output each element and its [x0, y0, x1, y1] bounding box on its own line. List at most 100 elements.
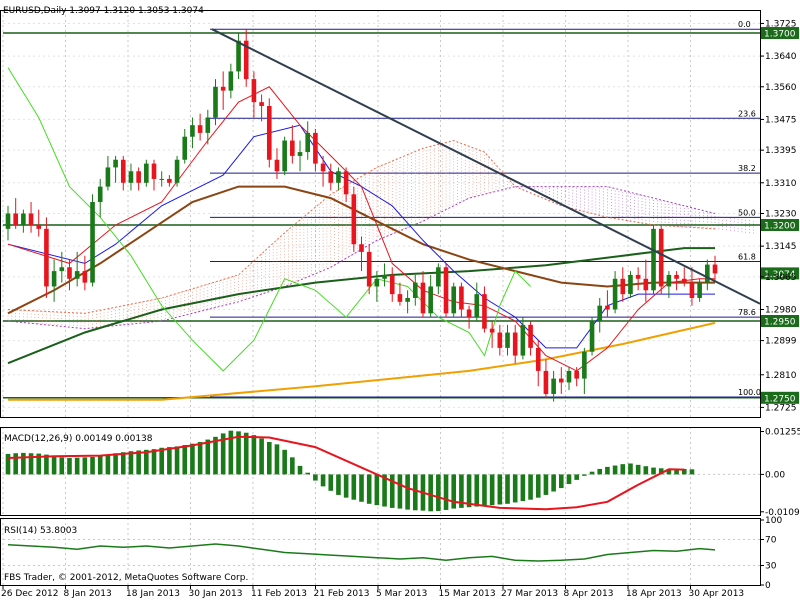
macd-bar — [321, 474, 326, 486]
rsi-title: RSI(14) 53.8003 — [4, 526, 77, 536]
candle-body — [52, 271, 57, 286]
fib-label: 50.0 — [738, 208, 756, 217]
candle-body — [398, 294, 403, 302]
macd-bar — [175, 446, 180, 474]
candle-body — [382, 275, 387, 279]
x-tick-label: 11 Feb 2013 — [251, 589, 307, 599]
fib-label: 38.2 — [738, 164, 756, 173]
candle-body — [106, 167, 111, 186]
candle-body — [75, 271, 80, 279]
y-tick-label: 1.2980 — [765, 305, 797, 315]
candle-body — [474, 294, 479, 317]
candle-body — [513, 333, 518, 356]
macd-y-tick-label: 0.00 — [765, 470, 785, 480]
macd-bar — [244, 433, 249, 475]
candle-body — [697, 283, 702, 298]
macd-bar — [328, 474, 333, 490]
y-tick-label: 1.2899 — [765, 337, 797, 347]
macd-bar — [628, 463, 633, 474]
macd-bar — [513, 474, 518, 502]
candle-body — [198, 125, 203, 133]
x-tick-label: 15 Mar 2013 — [439, 589, 496, 599]
x-tick-label: 18 Apr 2013 — [626, 589, 682, 599]
x-tick-label: 26 Dec 2012 — [1, 589, 59, 599]
candle-body — [713, 265, 718, 274]
candle-body — [175, 160, 180, 183]
candle-body — [544, 371, 549, 394]
candle-body — [705, 265, 710, 283]
macd-bar — [490, 474, 495, 505]
candle-body — [582, 352, 587, 379]
y-tick-label: 1.3310 — [765, 179, 797, 189]
macd-bar — [375, 474, 380, 505]
candle-body — [259, 102, 264, 106]
candle-body — [205, 118, 210, 133]
macd-bar — [690, 469, 695, 474]
rsi-y-tick-label: 100 — [765, 516, 782, 526]
macd-bar — [90, 457, 95, 474]
candle-body — [36, 225, 41, 229]
macd-bar — [620, 464, 625, 474]
y-tick-label: 1.3230 — [765, 210, 797, 220]
candle-body — [428, 286, 433, 313]
candle-body — [167, 179, 172, 183]
macd-bar — [444, 474, 449, 510]
macd-bar — [605, 467, 610, 475]
x-tick-label: 5 Mar 2013 — [376, 589, 427, 599]
y-tick-label: 1.3065 — [765, 273, 797, 283]
y-tick-label: 1.3475 — [765, 115, 797, 125]
macd-bar — [67, 458, 72, 474]
y-tick-label: 1.3725 — [765, 19, 797, 29]
macd-bar — [113, 453, 118, 474]
macd-bar — [83, 457, 88, 474]
macd-bar — [52, 457, 57, 475]
macd-bar — [129, 451, 134, 474]
macd-bar — [336, 474, 341, 495]
candle-body — [13, 214, 18, 226]
rsi-y-tick-label: 30 — [765, 562, 777, 572]
candle-body — [651, 229, 656, 290]
candle-body — [328, 171, 333, 183]
candle-body — [121, 160, 126, 183]
macd-bar — [213, 437, 218, 475]
moving-average-line — [8, 323, 715, 400]
candle-body — [659, 229, 664, 287]
macd-title: MACD(12,26,9) 0.00149 0.00138 — [4, 434, 153, 444]
macd-bar — [651, 468, 656, 475]
candle-body — [559, 379, 564, 383]
candle-body — [667, 275, 672, 287]
candle-body — [375, 279, 380, 287]
candle-body — [451, 286, 456, 313]
candle-body — [444, 267, 449, 313]
macd-bar — [75, 458, 80, 475]
macd-bar — [21, 453, 26, 475]
candle-body — [597, 306, 602, 321]
candle-body — [674, 275, 679, 279]
fib-label: 0.0 — [738, 20, 751, 29]
macd-bar — [259, 439, 264, 475]
grid — [3, 10, 760, 585]
macd-bar — [551, 474, 556, 491]
candle-body — [98, 187, 103, 202]
rsi-y-tick-label: 0 — [765, 581, 771, 591]
macd-bar — [275, 444, 280, 474]
macd-bar — [252, 435, 257, 474]
fib-label: 78.6 — [738, 308, 756, 317]
candle-body — [636, 275, 641, 279]
macd-bar — [282, 450, 287, 475]
candle-body — [459, 286, 464, 309]
chart-header: EURUSD,Daily 1.3097 1.3120 1.3053 1.3074 — [3, 6, 204, 16]
candle-body — [44, 229, 49, 287]
x-tick-label: 8 Jan 2013 — [64, 589, 112, 599]
macd-bar — [590, 472, 595, 475]
macd-bar — [613, 466, 618, 475]
macd-y-tick-label: 0.01255 — [765, 428, 800, 438]
macd-bar — [574, 474, 579, 479]
candle-body — [620, 279, 625, 294]
macd-bar — [352, 474, 357, 499]
macd-bar — [559, 474, 564, 488]
macd-bar — [582, 474, 587, 475]
macd-bar — [359, 474, 364, 501]
horizontal-levels: 1.37001.32001.29501.27500.023.638.250.06… — [3, 20, 799, 404]
candle-body — [574, 371, 579, 379]
